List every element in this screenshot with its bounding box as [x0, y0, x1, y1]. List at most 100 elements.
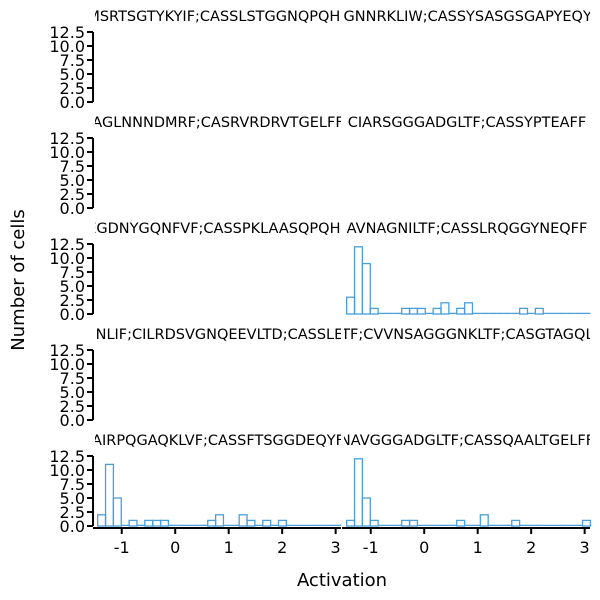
histogram-bar — [401, 307, 411, 315]
panel-title: AIRPQGAQKLVF;CASSFTSGGDEQYF — [92, 433, 344, 449]
histogram-bar — [408, 307, 419, 315]
x-tick-label: -1 — [363, 538, 379, 557]
histogram-bar — [534, 307, 544, 315]
y-tick-label: 12.5 — [49, 447, 85, 466]
y-tick-label: 5.0 — [60, 171, 85, 190]
histogram-bar — [104, 463, 115, 527]
x-tick-label: 0 — [170, 538, 180, 557]
histogram-bar — [152, 519, 162, 527]
y-tick-label: 7.5 — [60, 369, 85, 388]
histogram-bar — [463, 302, 474, 315]
histogram-bar — [456, 307, 466, 315]
histogram-bar — [353, 246, 364, 315]
histogram-bar — [246, 519, 256, 527]
histogram-bar — [432, 307, 442, 315]
y-tick-label: 0.0 — [60, 517, 85, 536]
x-tick-label: 3 — [580, 538, 590, 557]
x-tick-label: 1 — [473, 538, 483, 557]
panel-title: AVNAGNILTF;CASSLRQGGYNEQFF — [347, 221, 588, 237]
panel: MSRTSGTYKYIF;CASSLSTGGNQPQHF 0.02.55.07.5… — [49, 9, 348, 112]
y-tick-label: 12.5 — [49, 23, 85, 42]
y-tick-label: 5.0 — [60, 489, 85, 508]
x-axis-label: Activation — [297, 570, 387, 591]
y-tick-label: 0.0 — [60, 93, 85, 112]
panel: NAVGGGADGLTF;CASSQAALTGELFF -1 0 1 2 3 — [340, 433, 594, 557]
histogram-bar — [518, 307, 529, 315]
histogram-bar — [361, 262, 371, 315]
y-tick-label: 7.5 — [60, 51, 85, 70]
y-tick-label: 2.5 — [60, 397, 85, 416]
histogram-bar — [401, 519, 411, 527]
panel-title: ALTF;CVVNSAGGGNKLTF;CASGTAGQLYF — [325, 327, 600, 343]
x-tick-label: -1 — [114, 538, 130, 557]
panel-title: CIARSGGGADGLTF;CASSYPTEAFF — [348, 115, 586, 131]
panel-title: EGDNYGQNFVF;CASSPKLAASQPQHF — [87, 221, 349, 237]
y-tick-label: 5.0 — [60, 65, 85, 84]
y-tick-label: 5.0 — [60, 277, 85, 296]
y-tick-label: 7.5 — [60, 263, 85, 282]
histogram-bar — [112, 497, 122, 527]
y-tick-label: 0.0 — [60, 411, 85, 430]
y-axis-label: Number of cells — [8, 209, 29, 350]
histogram-bar — [456, 519, 466, 527]
y-tick-label: 10.0 — [49, 461, 85, 480]
histogram-bar — [238, 514, 248, 527]
panel-title: MSRTSGTYKYIF;CASSLSTGGNQPQHF — [87, 9, 348, 25]
histogram-bar — [346, 519, 356, 527]
panel: AIRPQGAQKLVF;CASSFTSGGDEQYF0.02.55.07.51… — [49, 433, 344, 557]
y-tick-label: 10.0 — [49, 143, 85, 162]
histogram-bar — [207, 519, 217, 527]
panel: AGNNRKLIW;CASSYSASGSGAPYEQYF — [334, 9, 600, 25]
y-tick-label: 10.0 — [49, 249, 85, 268]
y-tick-label: 5.0 — [60, 383, 85, 402]
y-tick-label: 2.5 — [60, 291, 85, 310]
histogram-bar — [128, 519, 138, 527]
histogram-bar — [346, 296, 356, 315]
x-tick-label: 3 — [331, 538, 341, 557]
panel: AVNAGNILTF;CASSLRQGGYNEQFF — [346, 221, 591, 315]
y-tick-label: 2.5 — [60, 503, 85, 522]
histogram-bar — [440, 302, 450, 315]
histogram-bar — [97, 514, 107, 527]
y-tick-label: 10.0 — [49, 355, 85, 374]
histogram-bar — [369, 307, 379, 315]
y-tick-label: 0.0 — [60, 199, 85, 218]
histogram-bar — [353, 458, 364, 527]
x-tick-label: 2 — [526, 538, 536, 557]
histogram-bar — [361, 497, 371, 527]
histogram-bar — [159, 519, 170, 527]
y-tick-label: 10.0 — [49, 37, 85, 56]
histogram-bar — [581, 519, 592, 527]
panel: ALTF;CVVNSAGGGNKLTF;CASGTAGQLYF — [325, 327, 600, 343]
histogram-bar — [277, 519, 287, 527]
x-tick-label: 2 — [277, 538, 287, 557]
y-tick-label: 12.5 — [49, 341, 85, 360]
panels-layer: MSRTSGTYKYIF;CASSLSTGGNQPQHF0.02.55.07.5… — [49, 9, 600, 557]
y-tick-label: 7.5 — [60, 157, 85, 176]
panel: GNLIF;CILRDSVGNQEEVLTD;CASSLEF 0.02.55.07… — [49, 327, 351, 430]
histogram-bar — [369, 519, 379, 527]
y-tick-label: 7.5 — [60, 475, 85, 494]
histogram-bar — [144, 519, 154, 527]
x-tick-label: 1 — [224, 538, 234, 557]
y-tick-label: 2.5 — [60, 185, 85, 204]
panel-title: NAVGGGADGLTF;CASSQAALTGELFF — [340, 433, 594, 449]
y-tick-label: 12.5 — [49, 235, 85, 254]
panel-title: GNLIF;CILRDSVGNQEEVLTD;CASSLEF — [84, 327, 351, 343]
y-tick-label: 0.0 — [60, 305, 85, 324]
x-tick-label: 0 — [419, 538, 429, 557]
histogram-bar — [416, 307, 426, 315]
y-tick-label: 2.5 — [60, 79, 85, 98]
panel-title: AGLNNNDMRF;CASRVRDRVTGELFF — [92, 115, 343, 131]
histogram-bar — [262, 519, 272, 527]
panel: AGLNNNDMRF;CASRVRDRVTGELFF 0.02.55.07.510… — [49, 115, 343, 218]
panel-title: AGNNRKLIW;CASSYSASGSGAPYEQYF — [334, 9, 600, 25]
histogram-bar — [408, 519, 419, 527]
histogram-bar — [214, 514, 225, 527]
histogram-bar — [511, 519, 521, 527]
histogram-bar — [479, 514, 489, 527]
panel: CIARSGGGADGLTF;CASSYPTEAFF — [348, 115, 586, 131]
y-tick-label: 12.5 — [49, 129, 85, 148]
panel: EGDNYGQNFVF;CASSPKLAASQPQHF0.02.55.07.51… — [49, 221, 349, 324]
